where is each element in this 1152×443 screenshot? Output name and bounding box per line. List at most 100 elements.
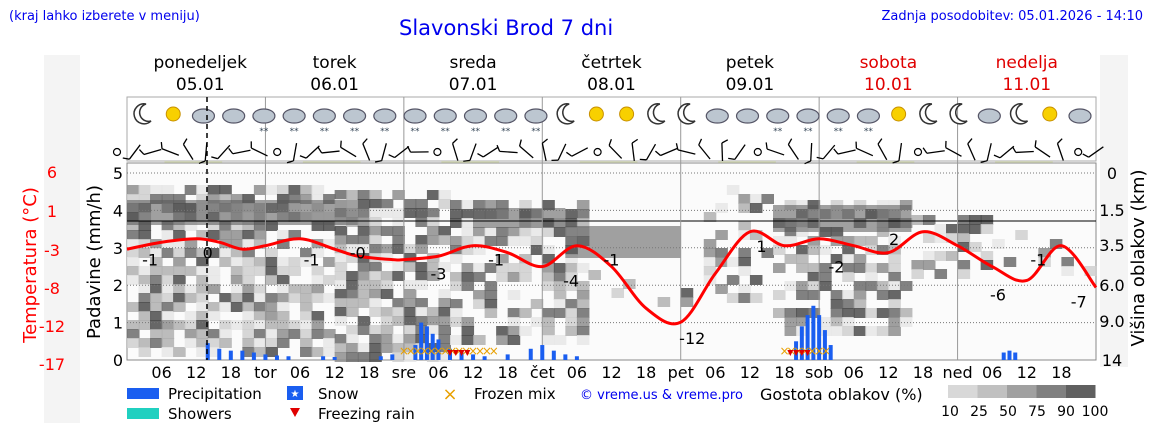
cloud-cell bbox=[588, 270, 601, 280]
cloud-cell bbox=[311, 320, 325, 330]
cloud-cell bbox=[542, 254, 555, 264]
cloud-cell bbox=[450, 335, 463, 345]
cloud-cell bbox=[911, 269, 924, 279]
frozen-mix-marker: × bbox=[482, 344, 492, 358]
frozen-mix-marker: × bbox=[420, 344, 430, 358]
frozen-mix-marker: × bbox=[433, 344, 443, 358]
cloud-icon bbox=[252, 108, 276, 124]
cloud-cell bbox=[346, 298, 359, 308]
x-tick: 18 bbox=[1051, 363, 1071, 382]
cloud-cell bbox=[749, 293, 763, 303]
credit-link[interactable]: © vreme.us & vreme.pro bbox=[580, 388, 743, 403]
cloud-cell bbox=[184, 266, 198, 276]
cloud-cell bbox=[300, 185, 313, 195]
cloud-cell bbox=[415, 244, 428, 254]
cloud-height-axis-label: Višina oblakov (km) bbox=[1128, 169, 1149, 346]
precip-bar bbox=[551, 350, 556, 360]
cloud-cell bbox=[346, 352, 359, 362]
cloud-cell bbox=[796, 245, 809, 255]
cloud-cell bbox=[323, 329, 336, 339]
cloud-cell bbox=[507, 263, 521, 273]
cloud-cell bbox=[507, 317, 521, 327]
cloud-cell bbox=[738, 194, 751, 204]
cloud-cell bbox=[461, 281, 475, 291]
cloud-cell bbox=[380, 316, 394, 326]
cloud-cell bbox=[242, 230, 255, 240]
precip-tick: 5 bbox=[113, 164, 123, 183]
cloud-cell bbox=[473, 236, 486, 246]
cloud-cell bbox=[357, 244, 371, 254]
frozen-mix-marker: × bbox=[807, 344, 817, 358]
cloud-cell bbox=[450, 218, 463, 228]
moon-icon bbox=[949, 103, 968, 125]
cloud-cell bbox=[150, 257, 163, 267]
temp-tick: -8 bbox=[44, 279, 60, 298]
cloud-cell bbox=[346, 289, 359, 299]
precip-bar bbox=[240, 350, 245, 360]
precip-bar bbox=[574, 356, 579, 360]
cloud-cell bbox=[738, 221, 751, 231]
cloud-cell bbox=[415, 271, 428, 281]
cloud-cell bbox=[761, 194, 774, 204]
cloud-cell bbox=[519, 254, 532, 264]
cloud-cell bbox=[346, 271, 359, 281]
cloud-cell bbox=[357, 271, 371, 281]
moon-icon bbox=[133, 103, 152, 125]
cloud-cell bbox=[403, 334, 417, 344]
cloud-cell bbox=[888, 281, 901, 291]
cloud-cell bbox=[392, 343, 405, 353]
cloud-cell bbox=[461, 272, 475, 282]
cloud-cell bbox=[196, 302, 209, 312]
cloud-cell bbox=[415, 307, 428, 317]
cloud-cell bbox=[796, 290, 809, 300]
cloud-icon bbox=[735, 108, 760, 124]
cloud-cell bbox=[207, 329, 221, 339]
cloud-cell bbox=[230, 266, 244, 276]
cloud-cell bbox=[265, 293, 278, 303]
day-name: torek bbox=[313, 53, 357, 73]
cloud-cell bbox=[565, 254, 578, 264]
cloud-cell bbox=[796, 281, 809, 291]
cloud-cell bbox=[253, 329, 267, 339]
cloud-height-tick: 9.0 bbox=[1099, 312, 1124, 331]
wind-barb bbox=[1056, 138, 1064, 161]
cloud-cell bbox=[380, 280, 394, 290]
cloud-cell bbox=[830, 290, 844, 300]
cloud-cell bbox=[576, 290, 590, 300]
cloud-cell bbox=[830, 308, 844, 318]
cloud-cell bbox=[253, 347, 267, 357]
cloud-cell bbox=[288, 230, 302, 240]
cloud-cell bbox=[288, 266, 302, 276]
cloud-cell bbox=[323, 338, 336, 348]
cloud-cell bbox=[888, 254, 901, 264]
cloud-cell bbox=[207, 302, 221, 312]
snow-icon: ** bbox=[350, 127, 360, 137]
cloud-cell bbox=[496, 335, 509, 345]
cloud-cell bbox=[542, 308, 555, 318]
weather-icons-strip bbox=[126, 96, 1097, 162]
cloud-cell bbox=[265, 257, 278, 267]
wind-barb bbox=[451, 138, 459, 161]
cloud-icon bbox=[1068, 108, 1092, 124]
cloud-icon bbox=[856, 108, 881, 124]
cloud-cell bbox=[438, 235, 451, 245]
temp-tick: 6 bbox=[47, 163, 57, 182]
cloud-cell bbox=[519, 236, 532, 246]
cloud-cell bbox=[773, 245, 786, 255]
cloud-cell bbox=[980, 251, 994, 261]
cloud-dense-band bbox=[473, 208, 566, 228]
temperature-label: -1 bbox=[488, 251, 504, 270]
cloud-cell bbox=[530, 317, 544, 327]
cloud-cell bbox=[473, 263, 486, 273]
legend-cloud-density: Gostota oblakov (%) bbox=[760, 385, 923, 404]
cloud-cell bbox=[888, 299, 901, 309]
cloud-cell bbox=[127, 302, 140, 312]
cloud-cell bbox=[127, 194, 140, 204]
temperature-line bbox=[126, 229, 1098, 326]
cloud-height-tick: 14 bbox=[1102, 351, 1122, 370]
cloud-cell bbox=[957, 260, 971, 270]
legend-frozen-mix: Frozen mix bbox=[474, 385, 556, 403]
calm-wind-icon bbox=[433, 147, 442, 157]
cloud-cell bbox=[530, 245, 544, 255]
cloud-cell bbox=[853, 254, 867, 264]
